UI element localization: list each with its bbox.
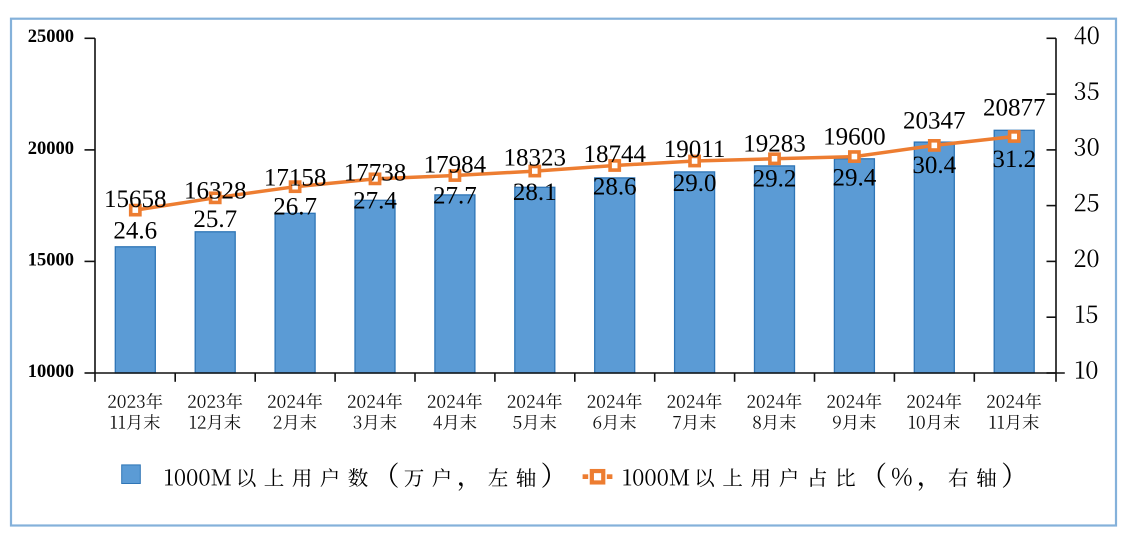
svg-text:20877: 20877 bbox=[983, 95, 1046, 122]
svg-text:28.1: 28.1 bbox=[513, 179, 557, 206]
svg-text:20000: 20000 bbox=[28, 139, 74, 159]
svg-text:15000: 15000 bbox=[28, 250, 74, 270]
svg-text:25000: 25000 bbox=[28, 27, 74, 47]
svg-text:30.4: 30.4 bbox=[912, 152, 956, 179]
svg-text:26.7: 26.7 bbox=[273, 194, 317, 221]
svg-text:16328: 16328 bbox=[184, 177, 247, 204]
svg-text:19011: 19011 bbox=[664, 136, 726, 163]
svg-text:19600: 19600 bbox=[823, 124, 886, 151]
svg-text:17984: 17984 bbox=[424, 152, 487, 179]
svg-text:10000: 10000 bbox=[28, 362, 74, 382]
svg-text:28.6: 28.6 bbox=[593, 174, 637, 201]
svg-text:27.4: 27.4 bbox=[353, 188, 397, 215]
svg-text:19283: 19283 bbox=[743, 131, 806, 158]
svg-text:15658: 15658 bbox=[104, 186, 167, 213]
svg-text:18744: 18744 bbox=[583, 141, 646, 168]
svg-text:25.7: 25.7 bbox=[193, 206, 237, 233]
svg-text:29.2: 29.2 bbox=[753, 166, 797, 193]
svg-text:18323: 18323 bbox=[504, 145, 567, 172]
svg-text:17738: 17738 bbox=[344, 159, 407, 186]
svg-text:24.6: 24.6 bbox=[113, 218, 157, 245]
svg-text:17158: 17158 bbox=[264, 164, 327, 191]
svg-text:29.0: 29.0 bbox=[673, 170, 717, 197]
svg-text:27.7: 27.7 bbox=[433, 182, 477, 209]
svg-text:31.2: 31.2 bbox=[992, 146, 1036, 173]
svg-text:29.4: 29.4 bbox=[833, 164, 877, 191]
svg-text:20347: 20347 bbox=[903, 108, 966, 135]
